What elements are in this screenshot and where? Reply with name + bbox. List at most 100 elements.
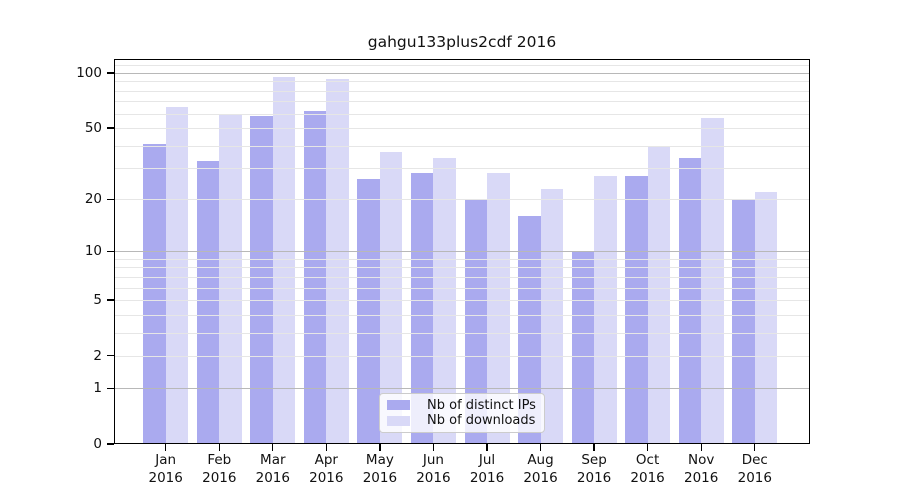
year-label: 2016 bbox=[202, 469, 237, 486]
bar-distinct-ips-jul bbox=[464, 199, 487, 444]
x-tick-mark bbox=[646, 444, 649, 451]
bar-distinct-ips-dec bbox=[732, 199, 755, 444]
x-tick-label-mar: Mar 2016 bbox=[245, 452, 301, 487]
x-tick-label-feb: Feb 2016 bbox=[191, 452, 247, 487]
x-tick-mark bbox=[218, 444, 220, 451]
x-tick-label-oct: Oct 2016 bbox=[620, 452, 676, 487]
x-tick-label-nov: Nov 2016 bbox=[673, 452, 729, 487]
x-tick-label-aug: Aug 2016 bbox=[513, 452, 569, 487]
x-tick-mark bbox=[165, 444, 167, 451]
legend: Nb of distinct IPs Nb of downloads bbox=[379, 393, 545, 433]
year-label: 2016 bbox=[416, 469, 451, 486]
x-tick-mark bbox=[272, 444, 274, 451]
gridline-minor bbox=[114, 258, 810, 260]
bar-downloads-jun bbox=[433, 158, 456, 444]
bar-distinct-ips-nov bbox=[678, 158, 702, 444]
x-tick-label-may: May 2016 bbox=[352, 452, 408, 487]
y-tick-label: 10 bbox=[84, 243, 102, 260]
x-tick-label-sep: Sep 2016 bbox=[566, 452, 622, 487]
bar-downloads-aug bbox=[540, 188, 564, 444]
x-tick-mark bbox=[325, 444, 327, 451]
month-label: Dec bbox=[741, 452, 768, 468]
gridline-minor bbox=[114, 332, 810, 334]
year-label: 2016 bbox=[469, 469, 505, 486]
gridline-minor bbox=[114, 65, 810, 67]
x-tick-label-jun: Jun 2016 bbox=[405, 452, 461, 487]
month-label: Sep bbox=[581, 452, 607, 468]
month-label: Aug bbox=[527, 452, 554, 468]
month-label: Mar bbox=[260, 452, 286, 468]
legend-item-distinct-ips: Nb of distinct IPs bbox=[387, 398, 537, 413]
gridline-minor bbox=[114, 276, 810, 278]
bar-downloads-sep bbox=[594, 176, 617, 444]
bar-distinct-ips-jun bbox=[410, 173, 434, 444]
bar-distinct-ips-may bbox=[357, 179, 380, 444]
bar-distinct-ips-aug bbox=[518, 216, 541, 444]
y-tick-label: 2 bbox=[93, 347, 102, 364]
legend-label-downloads: Nb of downloads bbox=[427, 413, 536, 429]
x-tick-label-jul: Jul 2016 bbox=[459, 452, 515, 487]
gridline-major bbox=[114, 388, 810, 390]
bar-downloads-apr bbox=[326, 78, 349, 444]
bar-distinct-ips-jan bbox=[143, 143, 166, 444]
legend-label-distinct-ips: Nb of distinct IPs bbox=[427, 397, 536, 413]
gridline-minor bbox=[114, 300, 810, 301]
legend-swatch-distinct-ips bbox=[387, 400, 410, 411]
bar-downloads-feb bbox=[219, 114, 242, 444]
x-tick-label-dec: Dec 2016 bbox=[727, 452, 783, 487]
x-axis: Jan 2016 Feb 2016 Mar 2016 Apr 2016 May 2016 Jun 20… bbox=[114, 59, 810, 486]
bar-downloads-oct bbox=[647, 147, 671, 444]
year-label: 2016 bbox=[309, 469, 344, 486]
bar-distinct-ips-mar bbox=[250, 116, 273, 444]
year-label: 2016 bbox=[148, 469, 183, 486]
legend-swatch-downloads bbox=[387, 415, 410, 426]
x-tick-mark bbox=[754, 444, 756, 451]
legend-item-downloads: Nb of downloads bbox=[387, 413, 537, 428]
y-tick-label: 1 bbox=[93, 380, 102, 397]
month-label: May bbox=[365, 452, 394, 468]
bar-downloads-dec bbox=[754, 191, 778, 444]
gridline-minor bbox=[114, 199, 810, 201]
y-tick-label: 50 bbox=[84, 119, 102, 136]
y-tick-label: 20 bbox=[84, 191, 102, 208]
y-tick-label: 0 bbox=[93, 436, 102, 452]
y-tick-mark bbox=[107, 443, 114, 445]
x-tick-mark bbox=[379, 444, 381, 451]
month-label: Feb bbox=[207, 452, 232, 468]
x-tick-mark bbox=[486, 444, 488, 451]
y-tick-mark bbox=[107, 387, 114, 389]
year-label: 2016 bbox=[362, 469, 398, 486]
bar-downloads-jan bbox=[165, 107, 189, 444]
year-label: 2016 bbox=[523, 469, 558, 486]
y-tick-mark bbox=[107, 355, 114, 357]
x-tick-mark bbox=[593, 444, 595, 451]
year-label: 2016 bbox=[684, 469, 719, 486]
month-label: Oct bbox=[635, 452, 660, 468]
y-tick-mark bbox=[107, 250, 114, 252]
gridline-major bbox=[114, 73, 810, 74]
year-label: 2016 bbox=[737, 469, 772, 486]
bar-downloads-nov bbox=[701, 117, 724, 444]
x-tick-mark bbox=[432, 444, 435, 451]
x-tick-mark bbox=[539, 444, 542, 451]
bar-distinct-ips-feb bbox=[196, 160, 220, 444]
y-axis: 100 50 20 10 5 2 1 0 bbox=[76, 59, 810, 452]
bar-distinct-ips-sep bbox=[571, 251, 595, 444]
gridline-minor bbox=[114, 167, 810, 169]
chart-title: gahgu133plus2cdf 2016 bbox=[367, 33, 557, 51]
plot-area: 100 50 20 10 5 2 1 0 Jan 2016 Feb 2016 Mar 2016 Apr 20… bbox=[76, 59, 810, 486]
gridline-minor bbox=[114, 287, 810, 289]
gridline-minor bbox=[114, 145, 810, 147]
bar-downloads-may bbox=[379, 151, 403, 444]
gridline-minor bbox=[114, 355, 810, 357]
month-label: Jul bbox=[478, 452, 496, 468]
gridline-minor bbox=[114, 113, 810, 115]
y-tick-mark bbox=[107, 72, 114, 74]
gridline-minor bbox=[114, 81, 810, 83]
x-tick-mark bbox=[700, 444, 702, 451]
month-label: Apr bbox=[314, 452, 338, 468]
y-tick-label: 100 bbox=[76, 65, 102, 81]
y-tick-mark bbox=[107, 127, 114, 129]
gridline-minor bbox=[114, 101, 810, 103]
